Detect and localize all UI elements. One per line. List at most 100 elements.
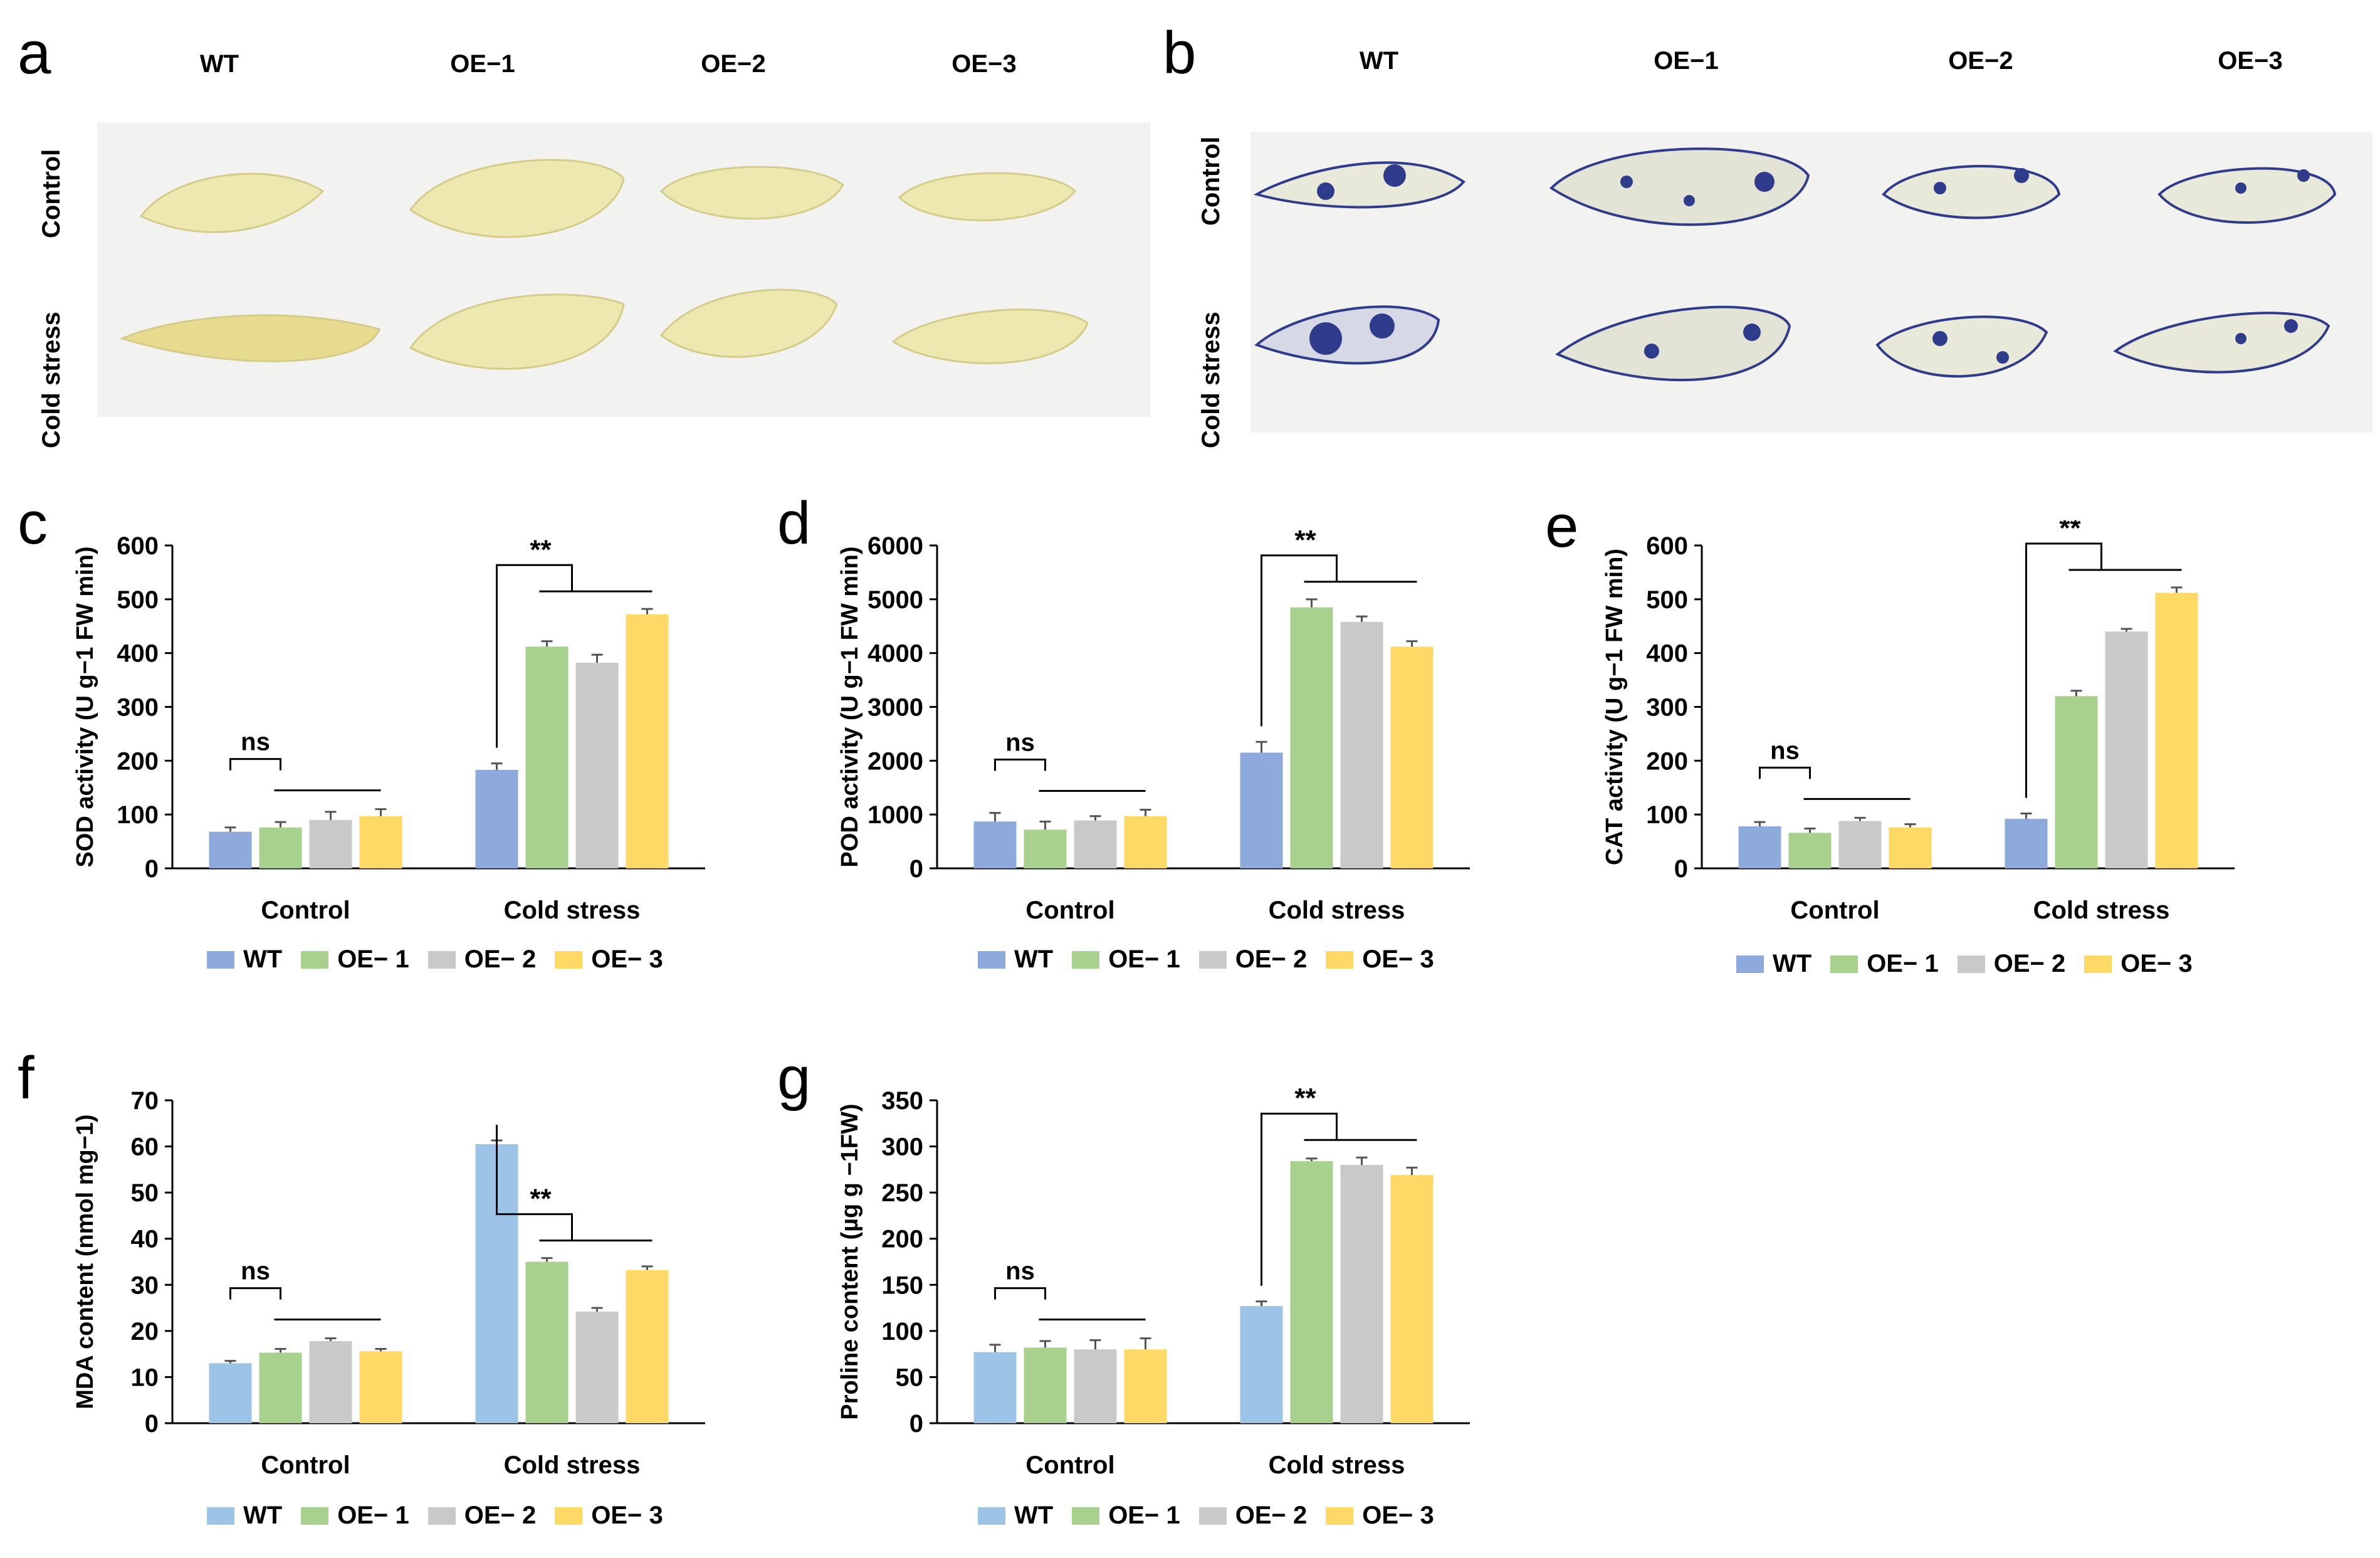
legend-item: OE− 1 <box>1072 1502 1180 1530</box>
legend-label: OE− 3 <box>591 1502 663 1529</box>
legend-swatch <box>1830 955 1858 973</box>
photo-b-row-cold: Cold stress <box>1197 312 1225 448</box>
y-tick-label: 0 <box>910 1410 923 1438</box>
legend-label: WT <box>1773 950 1812 977</box>
stain-spot <box>2297 169 2310 182</box>
significance-bracket <box>229 1287 281 1300</box>
legend-item: WT <box>1736 950 1811 978</box>
chart-e: 0 100 200 300 400 500 600 CAT activity (U g−1 F… <box>1602 520 2235 924</box>
leaf-a-oe1-control <box>409 159 625 238</box>
legend-swatch <box>1736 955 1764 973</box>
y-axis-label: CAT activity (U g−1 FW min) <box>1602 549 1628 865</box>
legend-item: WT <box>207 1502 282 1530</box>
y-tick-label: 100 <box>1646 801 1688 829</box>
bar-e-1-0 <box>2005 819 2048 868</box>
photo-a-image <box>97 122 1150 417</box>
legend-item: OE− 2 <box>1198 1502 1307 1530</box>
bar-g-1-3 <box>1390 1175 1434 1423</box>
stain-spot <box>1370 313 1395 339</box>
legend-swatch <box>301 950 329 969</box>
y-tick-label: 3000 <box>868 694 923 722</box>
bar-c-1-0 <box>475 769 518 868</box>
y-tick-label: 0 <box>910 855 923 883</box>
bar-f-0-2 <box>309 1341 352 1423</box>
stain-spot <box>2014 168 2029 183</box>
leaf-a-oe3-control <box>898 172 1077 221</box>
bar-f-1-3 <box>626 1270 669 1423</box>
legend-label: OE− 1 <box>337 945 409 973</box>
x-category-label: Cold stress <box>1269 1451 1405 1479</box>
x-category-label: Control <box>1790 897 1879 924</box>
x-category-label: Cold stress <box>1269 897 1405 924</box>
ns-label: ns <box>1005 729 1035 756</box>
bar-d-1-1 <box>1290 607 1333 868</box>
y-tick-label: 150 <box>881 1271 923 1299</box>
significance-stars: ** <box>530 1184 552 1214</box>
y-tick-label: 250 <box>881 1179 923 1207</box>
bar-e-0-3 <box>1889 827 1932 868</box>
y-tick-label: 100 <box>117 801 159 829</box>
legend-g: WT OE− 1 OE− 2 OE− 3 <box>978 1502 1434 1530</box>
significance-stars: ** <box>530 534 552 565</box>
y-tick-label: 400 <box>1646 640 1688 668</box>
legend-item: OE− 3 <box>555 945 663 974</box>
legend-label: OE− 3 <box>1362 1502 1434 1529</box>
bar-g-0-1 <box>1024 1347 1067 1423</box>
stain-spot <box>1932 331 1948 346</box>
significance-bracket <box>1759 766 1811 779</box>
y-axis-label: MDA content (nmol mg−1) <box>72 1114 98 1409</box>
leaf-a-oe1-cold <box>409 293 625 370</box>
leaf-b-oe1-control <box>1549 147 1810 226</box>
bar-c-0-0 <box>209 831 252 868</box>
legend-label: OE− 1 <box>1867 950 1939 977</box>
y-axis-label: SOD activity (U g−1 FW min) <box>72 546 98 867</box>
bar-g-0-0 <box>973 1352 1017 1423</box>
stain-spot <box>1996 351 2009 364</box>
significance-bracket <box>1261 554 1338 727</box>
legend-label: OE− 1 <box>1108 945 1180 973</box>
significance-bracket <box>994 758 1046 771</box>
legend-swatch <box>207 950 234 969</box>
legend-swatch <box>1072 1507 1100 1525</box>
bar-c-1-2 <box>575 663 619 868</box>
bar-e-1-3 <box>2155 592 2198 868</box>
legend-item: OE− 2 <box>427 1502 536 1530</box>
y-tick-label: 350 <box>881 1087 923 1115</box>
leaf-a-oe2-control <box>659 166 844 220</box>
x-category-label: Control <box>1025 1451 1114 1479</box>
legend-swatch <box>1072 950 1100 969</box>
panel-letter-c: c <box>18 490 48 557</box>
y-tick-label: 200 <box>117 747 159 775</box>
stain-spot <box>1309 322 1342 355</box>
bar-d-0-3 <box>1124 816 1167 868</box>
legend-swatch <box>1957 955 1985 973</box>
legend-label: WT <box>1014 945 1054 973</box>
photo-a-row-control: Control <box>38 149 65 238</box>
significance-bracket <box>1261 1112 1338 1286</box>
legend-swatch <box>427 950 456 969</box>
bar-d-1-2 <box>1340 621 1383 868</box>
panel-letter-b: b <box>1163 19 1197 87</box>
significance-stars: ** <box>2059 520 2081 544</box>
leaf-b-oe3-cold <box>2113 312 2330 374</box>
photo-b-col-oe1: OE−1 <box>1654 47 1719 75</box>
legend-item: OE− 2 <box>427 945 536 974</box>
bar-f-0-1 <box>259 1352 302 1423</box>
stain-spot <box>1684 195 1695 206</box>
significance-bracket <box>994 1287 1046 1300</box>
legend-label: OE− 2 <box>1993 950 2066 977</box>
leaf-a-wt-control <box>139 172 325 233</box>
y-tick-label: 2000 <box>868 747 923 775</box>
legend-item: OE− 1 <box>301 1502 409 1530</box>
ns-label: ns <box>241 1258 270 1285</box>
bar-f-1-1 <box>525 1261 569 1423</box>
ns-label: ns <box>1770 737 1800 764</box>
bar-g-0-2 <box>1074 1349 1117 1423</box>
y-tick-label: 600 <box>1646 532 1688 560</box>
leaf-a-oe2-cold <box>659 288 838 358</box>
legend-item: OE− 3 <box>1326 1502 1434 1530</box>
photo-b-col-oe3: OE−3 <box>2218 47 2283 75</box>
significance-bracket <box>2025 542 2102 798</box>
legend-label: OE− 2 <box>1235 945 1308 973</box>
legend-swatch <box>1326 1507 1354 1525</box>
